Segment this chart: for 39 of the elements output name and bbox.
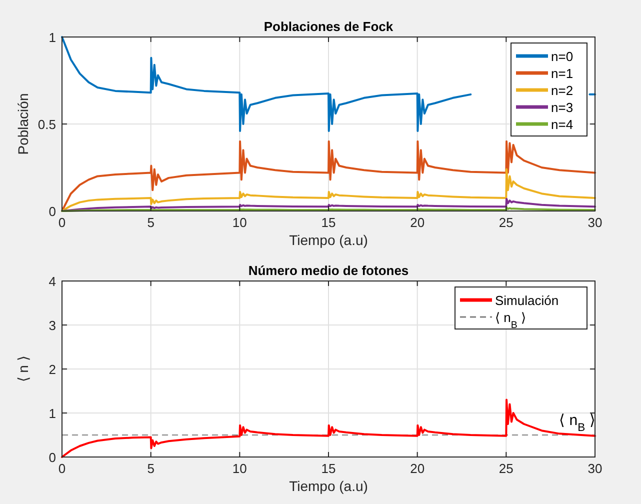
x-tick-label: 0 [58,215,66,230]
y-tick-label: 4 [48,274,56,289]
y-axis-title: ⟨ n ⟩ [15,356,31,382]
line-series [61,140,596,212]
legend-label: ⟨ n$_{B}$ ⟩ [495,310,526,330]
x-tick-label: 10 [232,215,247,230]
x-tick-label: 25 [498,461,514,476]
x-tick-label: 15 [321,215,336,230]
x-axis-title: Tiempo (a.u) [289,478,368,494]
x-tick-label: 20 [410,215,425,230]
y-tick-label: 0 [48,450,56,465]
legend-label: n=3 [551,100,574,115]
y-axis-title: Población [15,93,31,155]
y-tick-label: 0 [48,204,56,219]
y-tick-label: 2 [48,362,56,377]
y-tick-label: 1 [48,406,56,421]
legend-label: n=2 [551,83,574,98]
y-tick-label: 0.5 [38,117,56,132]
x-tick-label: 15 [321,461,336,476]
y-tick-label: 1 [48,30,56,45]
x-tick-label: 30 [588,461,602,476]
legend-label: n=4 [551,117,574,132]
x-axis-title: Tiempo (a.u) [289,232,368,248]
line-series [61,398,596,458]
x-tick-label: 20 [410,461,425,476]
x-tick-label: 30 [588,215,602,230]
chart-title: Número medio de fotones [248,263,409,278]
legend-label: n=0 [551,49,574,64]
x-tick-label: 0 [58,461,66,476]
x-tick-label: 25 [498,215,514,230]
x-tick-label: 10 [232,461,247,476]
annotation: ⟨ n$_{B}$ ⟩ [559,412,596,434]
x-tick-label: 5 [147,461,154,476]
legend-label: Simulación [495,293,559,308]
legend-label: n=1 [551,66,574,81]
chart-title: Poblaciones de Fock [264,19,394,34]
x-tick-label: 5 [147,215,154,230]
y-tick-label: 3 [48,318,56,333]
line-series [61,168,596,212]
